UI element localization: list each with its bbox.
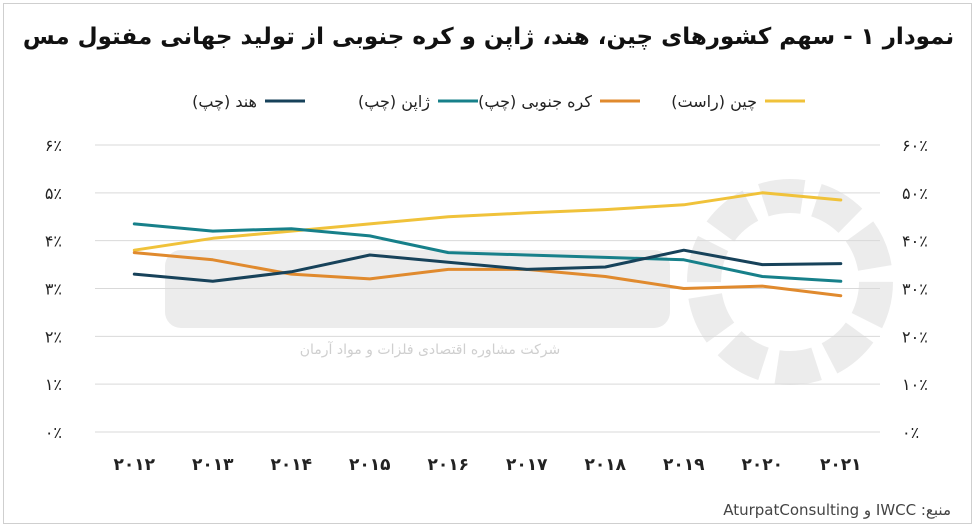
left-tick-label: ۵٪ [45, 184, 62, 203]
series-lines [132, 191, 843, 298]
right-tick-label: ۳۰٪ [902, 280, 928, 299]
right-tick-label: ۵۰٪ [902, 184, 928, 203]
series-line-korea [132, 251, 843, 298]
right-tick-label: ۱۰٪ [902, 375, 928, 394]
watermark: شرکت مشاوره اقتصادی فلزات و مواد آرمان [165, 179, 893, 385]
left-tick-label: ۳٪ [45, 280, 62, 299]
left-tick-label: ۱٪ [45, 375, 62, 394]
legend-label: کره جنوبی (چپ) [478, 92, 592, 112]
left-tick-label: ۶٪ [45, 136, 62, 155]
legend-item-korea: کره جنوبی (چپ) [478, 92, 640, 112]
series-line-india [132, 248, 843, 283]
right-tick-label: ۲۰٪ [902, 327, 928, 346]
gridlines [95, 144, 880, 433]
watermark-tagline: شرکت مشاوره اقتصادی فلزات و مواد آرمان [300, 341, 561, 358]
legend-item-japan: ژاپن (چپ) [358, 92, 478, 112]
legend-label: هند (چپ) [192, 92, 257, 112]
x-tick-label: ۲۰۱۲ [113, 455, 155, 475]
watermark-logo-icon [687, 179, 893, 385]
legend-label: ژاپن (چپ) [358, 92, 430, 112]
x-axis: ۲۰۱۲ ۲۰۱۳ ۲۰۱۴ ۲۰۱۵ ۲۰۱۶ ۲۰۱۷ ۲۰۱۸ ۲۰۱۹ ۲۰۲۰ ۲۰۲۱ [113, 455, 861, 475]
x-tick-label: ۲۰۱۷ [506, 455, 548, 475]
x-tick-label: ۲۰۱۳ [192, 455, 234, 475]
left-tick-label: ۲٪ [45, 327, 62, 346]
right-tick-label: ۴۰٪ [902, 232, 928, 251]
x-tick-label: ۲۰۱۹ [663, 455, 705, 475]
x-tick-label: ۲۰۱۶ [427, 455, 469, 475]
right-tick-label: ۶۰٪ [902, 136, 928, 155]
x-tick-label: ۲۰۱۴ [270, 455, 312, 475]
legend-item-china: چین (راست) [671, 92, 805, 112]
right-tick-label: ۰٪ [902, 423, 919, 442]
x-tick-label: ۲۰۱۵ [349, 455, 391, 475]
series-line-japan [132, 222, 843, 283]
chart-title: نمودار ۱ - سهم کشورهای چین، هند، ژاپن و … [22, 24, 955, 50]
x-tick-label: ۲۰۱۸ [584, 455, 626, 475]
x-tick-label: ۲۰۲۰ [741, 455, 783, 475]
right-axis: ۰٪ ۱۰٪ ۲۰٪ ۳۰٪ ۴۰٪ ۵۰٪ ۶۰٪ [902, 136, 928, 442]
series-line-china [132, 191, 843, 252]
left-tick-label: ۰٪ [45, 423, 62, 442]
x-tick-label: ۲۰۲۱ [820, 455, 862, 475]
legend: چین (راست) کره جنوبی (چپ) ژاپن (چپ) هند (چپ… [192, 92, 805, 112]
source-note: منبع: IWCC و AturpatConsulting [723, 501, 951, 519]
legend-label: چین (راست) [671, 92, 757, 112]
left-axis: ۰٪ ۱٪ ۲٪ ۳٪ ۴٪ ۵٪ ۶٪ [45, 136, 62, 442]
legend-item-india: هند (چپ) [192, 92, 305, 112]
left-tick-label: ۴٪ [45, 232, 62, 251]
